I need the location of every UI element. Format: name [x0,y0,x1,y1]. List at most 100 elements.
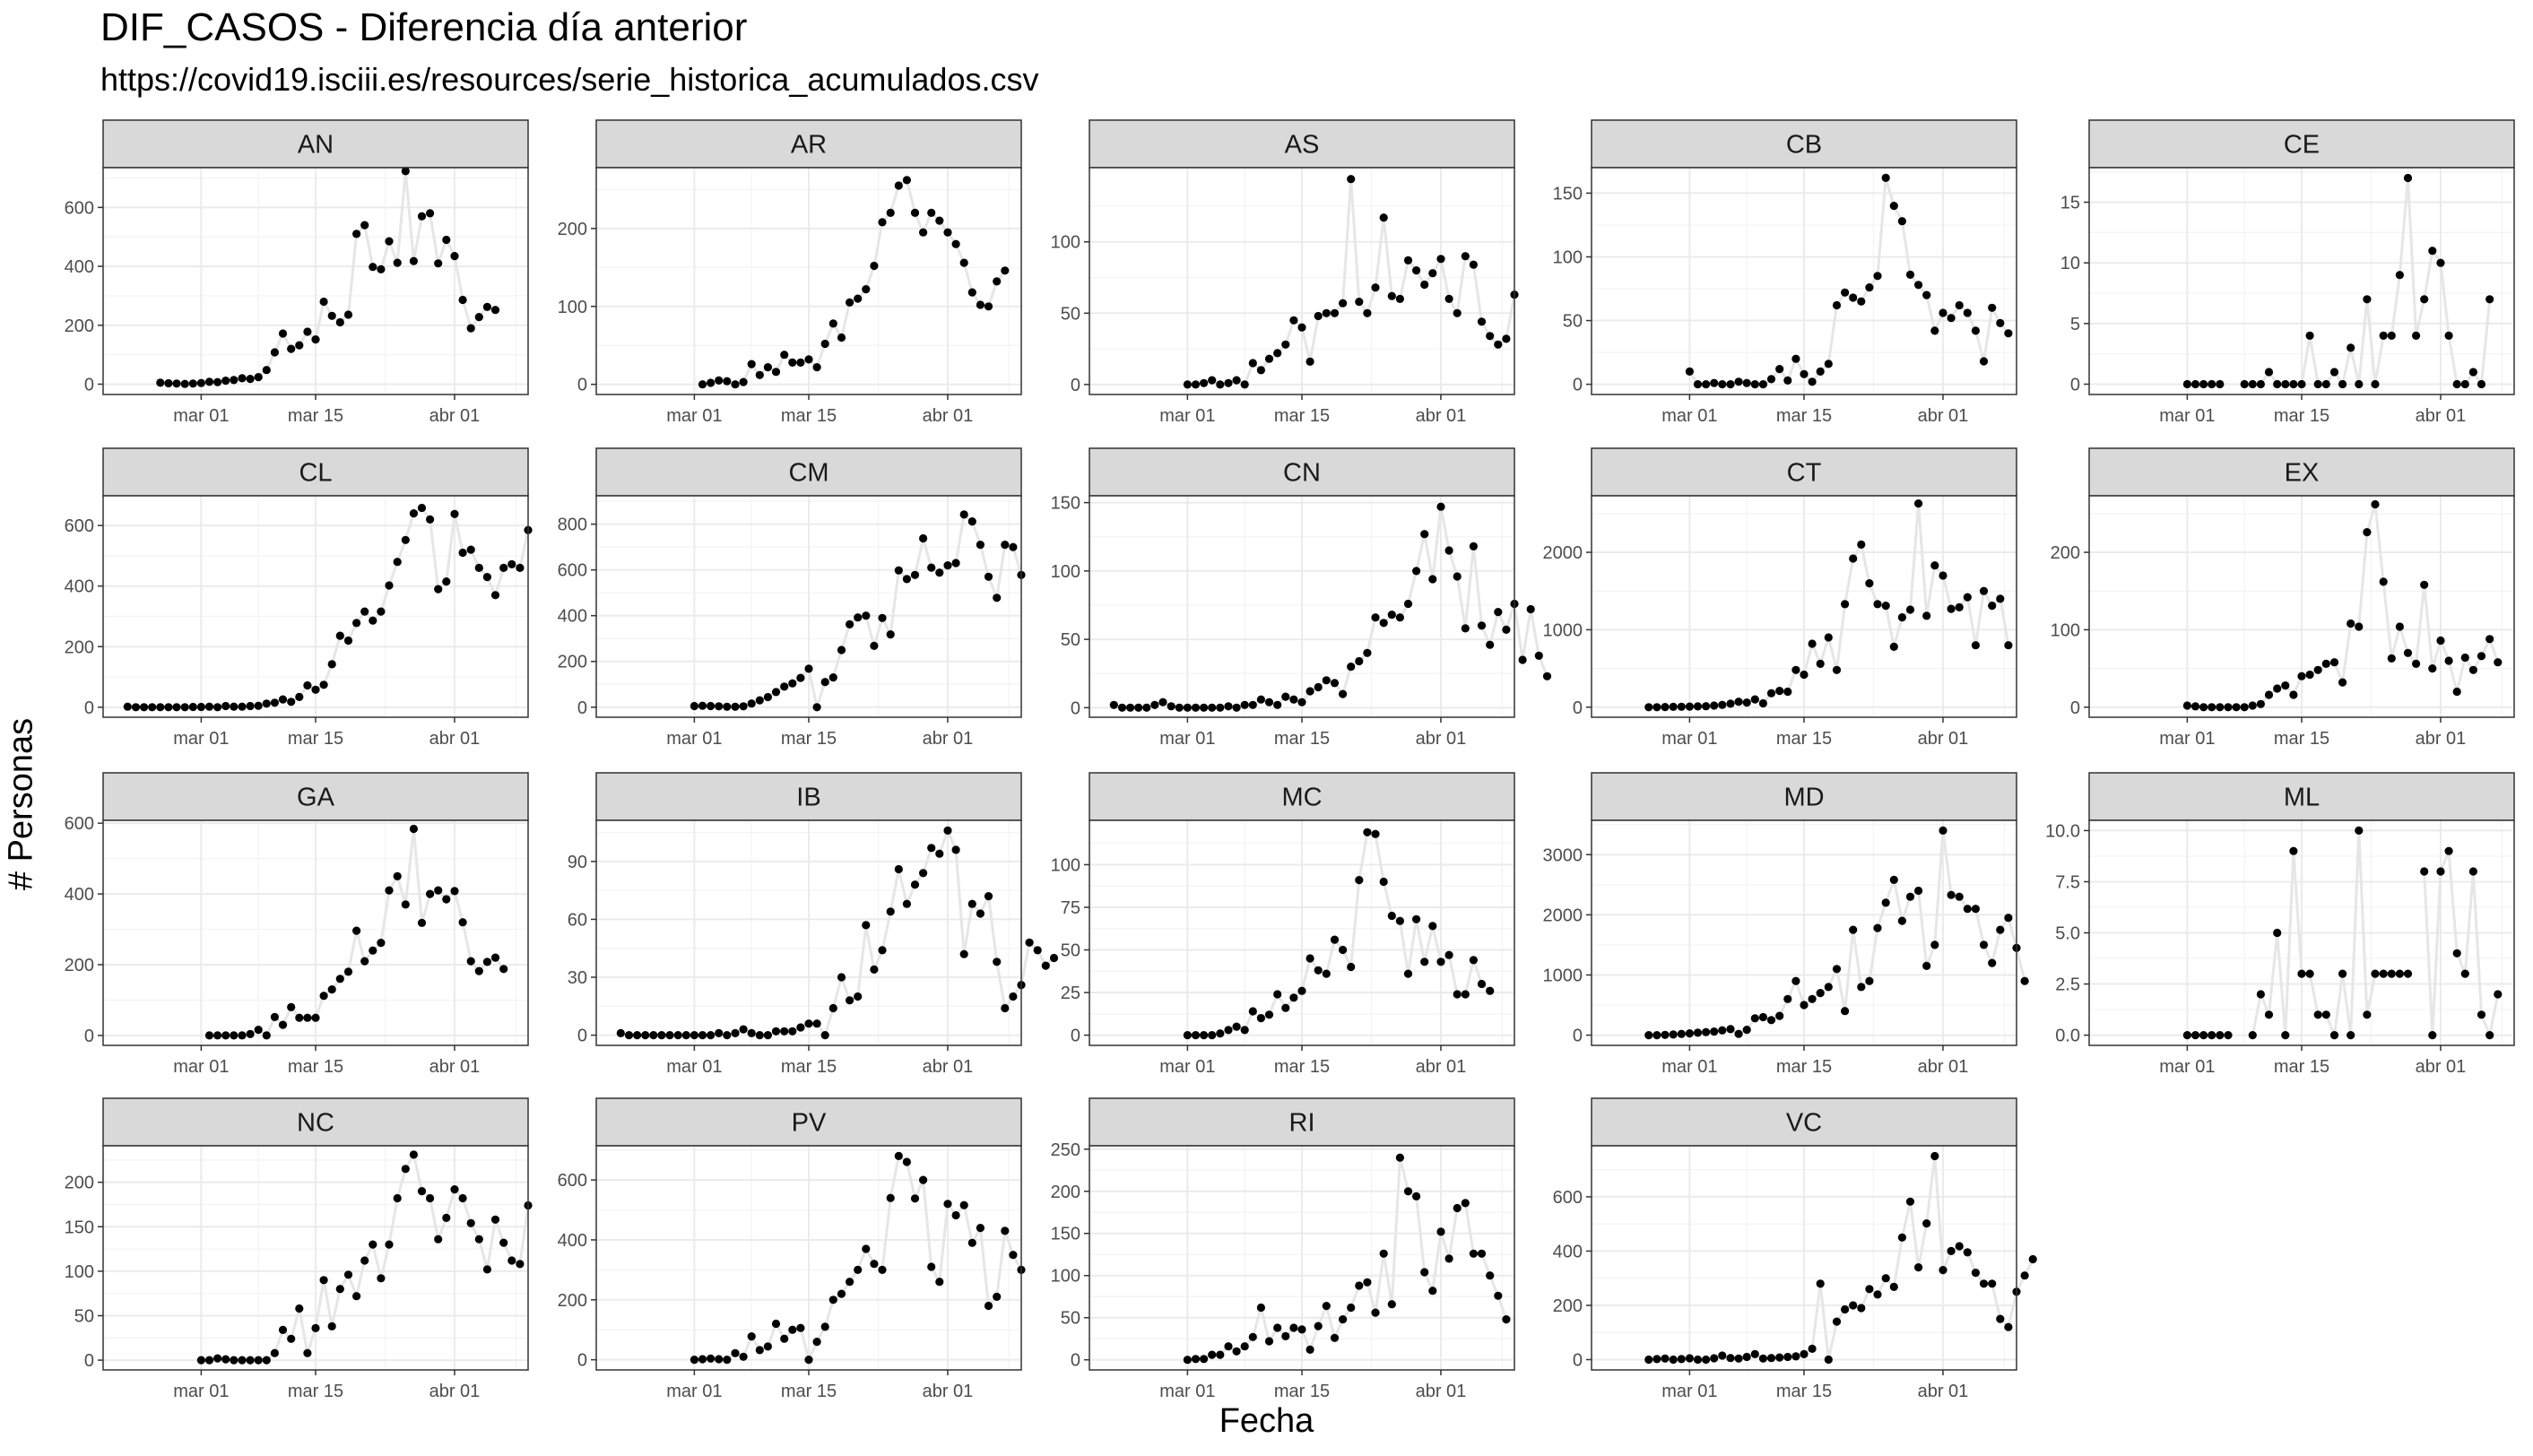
data-point [1436,502,1445,511]
data-point [2199,379,2208,389]
data-point [1702,1355,1711,1365]
data-point [731,702,740,711]
data-point [1897,1233,1906,1242]
data-point [140,703,149,712]
x-tick-label: mar 15 [1776,1382,1832,1401]
data-point [1988,958,1997,967]
y-tick-label: 200 [1553,1296,1583,1316]
data-point [1914,281,1923,290]
data-point [319,297,328,307]
x-tick-label: mar 15 [2274,406,2329,426]
data-point [870,1260,879,1269]
data-point [1889,1282,1898,1291]
data-point [1379,1249,1388,1258]
y-tick-label: 50 [1563,312,1583,332]
data-point [2248,379,2257,389]
data-point [1930,561,1939,570]
x-tick-label: mar 15 [1274,1382,1330,1401]
facet-ar: AR 0 100 200 mar 01 mar 15 abr 01 [558,119,1022,426]
data-point [747,360,756,368]
data-point [287,1334,296,1343]
data-point [409,824,418,834]
data-point [1710,378,1719,387]
data-point [2216,379,2225,389]
data-point [1710,1027,1719,1036]
data-point [278,1325,288,1334]
data-point [657,1031,666,1040]
data-point [854,294,863,303]
data-point [2395,271,2404,280]
x-tick-label: mar 01 [173,1382,229,1401]
y-tick-label: 800 [558,516,587,535]
data-point [1347,175,1356,184]
data-point [1644,703,1653,712]
data-point [1150,700,1159,709]
data-point [1661,1354,1670,1363]
data-point [1742,1352,1751,1362]
y-tick-label: 5 [2070,315,2080,334]
y-tick-label: 50 [1061,630,1080,650]
data-point [1685,1029,1694,1038]
data-point [434,1235,443,1244]
x-tick-label: mar 15 [781,1382,837,1401]
data-point [1783,376,1792,385]
data-point [311,685,320,694]
data-point [878,946,887,955]
data-point [2297,672,2306,680]
data-point [1371,1308,1380,1317]
data-point [352,619,361,628]
facet-strip [1591,1097,2017,1147]
data-point [1412,1192,1421,1200]
y-tick-label: 200 [65,316,94,336]
data-point [343,967,353,976]
data-point [2403,969,2413,978]
y-tick-label: 600 [1553,1188,1583,1208]
data-point [1264,1337,1274,1346]
data-point [731,1348,740,1357]
data-point [1453,308,1462,317]
data-point [993,277,1002,286]
data-point [1248,700,1257,709]
y-tick-label: 200 [558,653,587,672]
data-point [878,613,887,622]
data-point [1693,1355,1703,1365]
x-tick-label: mar 01 [1661,1057,1717,1077]
data-point [369,616,377,625]
data-point [2208,379,2216,389]
data-point [2297,379,2306,389]
data-point [1824,1355,1833,1365]
data-point [2420,867,2429,876]
data-point [1001,1003,1010,1013]
data-point [164,703,173,712]
data-point [450,252,459,261]
data-point [2224,703,2233,712]
y-tick-label: 150 [1553,184,1583,204]
data-point [1330,1333,1340,1342]
data-point [490,306,500,315]
data-point [1783,994,1792,1003]
data-point [2190,702,2200,711]
x-tick-label: mar 01 [666,406,722,426]
data-point [1183,380,1192,389]
data-point [1873,1290,1882,1299]
y-tick-label: 250 [1051,1140,1080,1160]
data-point [1971,905,1980,914]
data-point [1297,698,1306,706]
data-point [1502,1315,1511,1324]
data-point [1502,334,1511,343]
data-point [1791,354,1800,363]
x-tick-label: abr 01 [1416,1057,1467,1077]
data-point [2420,295,2429,304]
data-point [458,1193,467,1203]
data-point [434,585,443,594]
data-point [1477,317,1487,326]
data-point [2436,867,2445,876]
data-point [854,992,863,1001]
data-point [213,1354,222,1363]
data-point [2452,687,2461,697]
data-point [820,678,829,687]
data-point [230,1356,239,1365]
data-point [1486,986,1495,995]
x-tick-label: mar 01 [1159,406,1215,426]
data-point [1167,702,1175,711]
